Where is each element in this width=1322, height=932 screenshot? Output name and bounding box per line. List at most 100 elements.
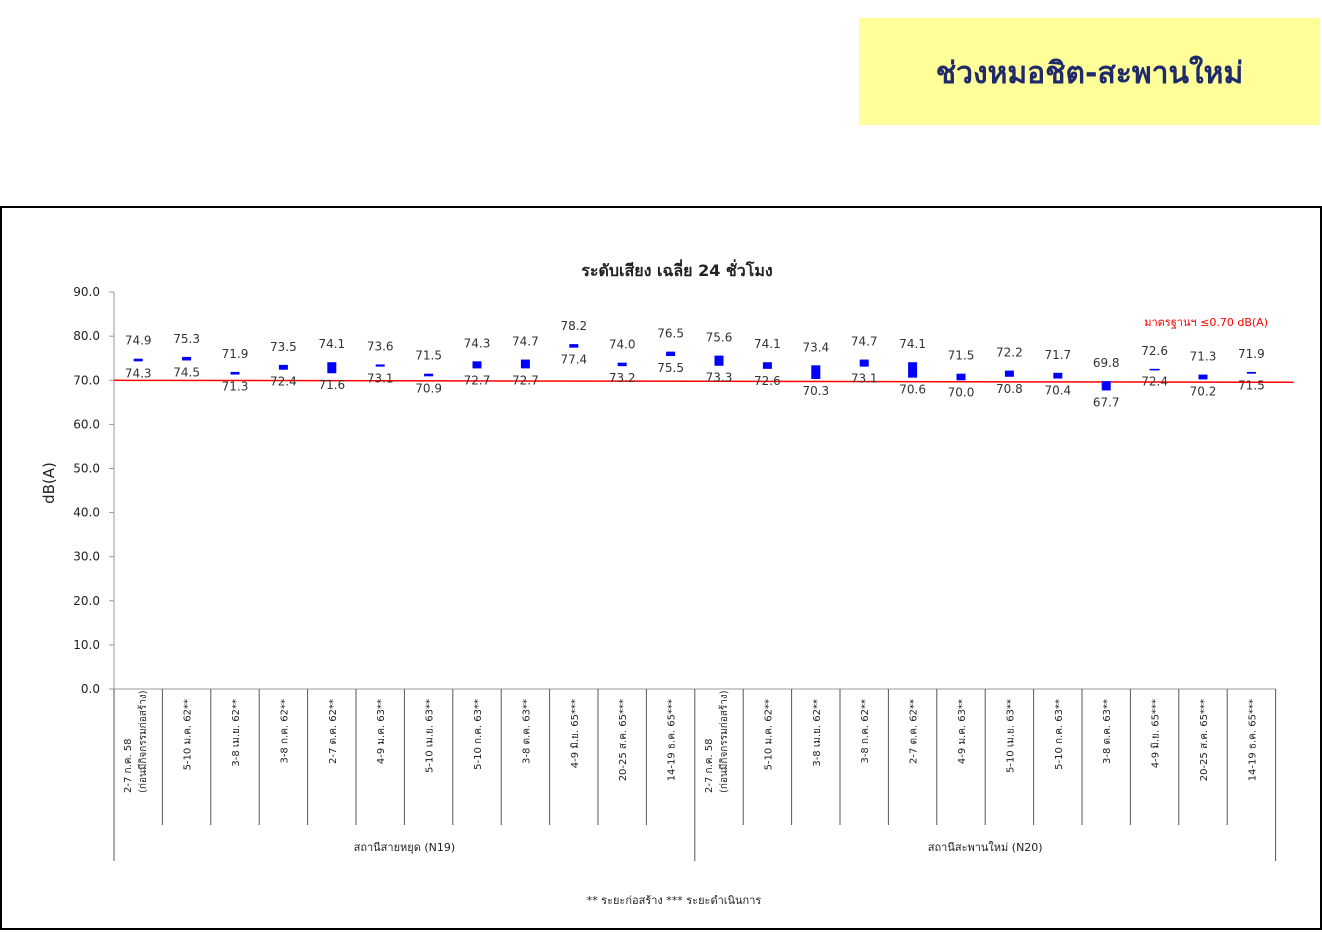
x-tick-label: 20-25 ส.ค. 65*** <box>1199 699 1210 781</box>
range-bar <box>1053 372 1063 379</box>
y-tick-label: 30.0 <box>73 550 100 564</box>
x-tick-label: 5-10 ก.ค. 63** <box>1054 699 1065 770</box>
x-tick-label: 3-8 เม.ย. 62** <box>231 699 242 767</box>
min-value-label: 77.4 <box>560 353 587 367</box>
max-value-label: 71.9 <box>1238 347 1265 361</box>
range-bar <box>908 362 918 378</box>
max-value-label: 71.5 <box>948 349 975 363</box>
x-tick-label: 2-7 ต.ค. 62** <box>328 699 339 764</box>
y-tick-label: 60.0 <box>73 417 100 431</box>
x-tick-label: 3-8 เม.ย. 62** <box>812 699 823 767</box>
range-bar <box>1246 371 1256 374</box>
max-value-label: 74.9 <box>125 334 152 348</box>
x-tick-label: 4-9 ม.ค. 63** <box>957 699 968 764</box>
min-value-label: 73.1 <box>851 372 878 386</box>
range-bar <box>327 362 337 374</box>
range-bar <box>520 359 530 369</box>
x-tick-label: 3-8 ต.ค. 63** <box>521 699 532 764</box>
x-tick-label: 3-8 ก.ค. 62** <box>860 699 871 764</box>
standard-label: มาตรฐานฯ ≤0.70 dB(A) <box>1144 316 1268 329</box>
range-bar <box>762 362 772 369</box>
x-tick-label: 5-10 ก.ค. 63** <box>473 699 484 770</box>
footnote: ** ระยะก่อสร้าง *** ระยะดำเนินการ <box>587 894 762 907</box>
x-tick-label: 5-10 เม.ย. 63** <box>425 699 436 773</box>
y-tick-label: 0.0 <box>81 682 100 696</box>
chart-title: ระดับเสียง เฉลี่ย 24 ชั่วโมง <box>581 259 772 280</box>
range-bar <box>859 359 869 367</box>
y-tick-label: 90.0 <box>73 285 100 299</box>
min-value-label: 73.3 <box>706 371 733 385</box>
plot-area: 0.0 10.0 20.0 30.0 40.0 50.0 60.0 70.0 80.0 90.0 2… <box>73 285 1294 861</box>
min-value-label: 74.3 <box>125 366 152 380</box>
y-tick-label: 50.0 <box>73 462 100 476</box>
max-value-label: 71.3 <box>1190 350 1217 364</box>
min-value-label: 73.2 <box>609 371 636 385</box>
x-tick-label: 4-9 มิ.ย. 65*** <box>1151 699 1162 768</box>
min-value-label: 71.3 <box>222 380 249 394</box>
min-value-label: 71.6 <box>318 378 345 392</box>
max-value-label: 69.8 <box>1093 356 1120 370</box>
range-bar <box>424 373 434 377</box>
min-value-label: 70.4 <box>1044 384 1071 398</box>
max-value-label: 73.5 <box>270 340 297 354</box>
max-value-label: 74.0 <box>609 338 636 352</box>
range-bar <box>375 364 385 367</box>
standard-line <box>113 379 1294 384</box>
x-tick-label-sub: (ก่อนมีกิจกรรมก่อสร้าง) <box>718 690 730 793</box>
range-bar <box>133 358 143 362</box>
chart-frame: ระดับเสียง เฉลี่ย 24 ชั่วโมง dB(A) มาตรฐ… <box>0 206 1322 930</box>
max-value-label: 74.1 <box>318 337 345 351</box>
x-tick-label: 5-10 ม.ค. 62** <box>183 699 194 770</box>
range-bar <box>278 364 288 370</box>
x-tick-label: 2-7 ต.ค. 62** <box>909 699 920 764</box>
max-value-label: 74.1 <box>754 337 781 351</box>
min-value-label: 67.7 <box>1093 395 1120 409</box>
max-value-label: 72.2 <box>996 346 1023 360</box>
max-value-label: 73.4 <box>802 340 829 354</box>
max-value-label: 74.7 <box>512 335 539 349</box>
noise-range-chart: ระดับเสียง เฉลี่ย 24 ชั่วโมง dB(A) มาตรฐ… <box>40 259 1294 907</box>
min-value-label: 72.6 <box>754 374 781 388</box>
x-tick-label: 2-7 ก.ค. 58 <box>123 738 134 793</box>
min-value-label: 70.8 <box>996 382 1023 396</box>
max-value-label: 74.7 <box>851 335 878 349</box>
min-value-label: 73.1 <box>367 372 394 386</box>
range-bar <box>472 361 482 369</box>
x-tick-label: 5-10 เม.ย. 63** <box>1005 699 1016 773</box>
range-bar <box>666 351 676 357</box>
x-tick-label: 14-19 ธ.ค. 65*** <box>1247 699 1258 781</box>
range-bar <box>1198 374 1208 380</box>
group-label: สถานีสายหยุด (N19) <box>354 841 456 854</box>
min-value-label: 71.5 <box>1238 379 1265 393</box>
max-value-label: 73.6 <box>367 339 394 353</box>
y-tick-label: 20.0 <box>73 594 100 608</box>
x-tick-label: 4-9 ม.ค. 63** <box>376 699 387 764</box>
min-value-label: 72.7 <box>512 373 539 387</box>
min-value-label: 72.7 <box>464 373 491 387</box>
min-value-label: 72.4 <box>270 375 297 389</box>
min-value-label: 70.2 <box>1190 384 1217 398</box>
x-tick-label: 4-9 มิ.ย. 65*** <box>570 699 581 768</box>
y-axis-label: dB(A) <box>40 462 58 504</box>
range-bar <box>714 355 724 366</box>
min-value-label: 70.6 <box>899 383 926 397</box>
max-value-label: 75.6 <box>706 331 733 345</box>
y-tick-label: 10.0 <box>73 638 100 652</box>
x-tick-label: 14-19 ธ.ค. 65*** <box>667 699 678 781</box>
header-box: ช่วงหมอชิต-สะพานใหม่ <box>859 18 1320 125</box>
x-tick-label-sub: (ก่อนมีกิจกรรมก่อสร้าง) <box>137 690 149 793</box>
min-value-label: 75.5 <box>657 361 684 375</box>
max-value-label: 71.9 <box>222 347 249 361</box>
max-value-label: 76.5 <box>657 327 684 341</box>
min-value-label: 74.5 <box>173 365 200 379</box>
max-value-label: 74.1 <box>899 337 926 351</box>
min-value-label: 72.4 <box>1141 375 1168 389</box>
y-tick-label: 40.0 <box>73 506 100 520</box>
x-tick-label: 2-7 ก.ค. 58 <box>704 738 715 793</box>
range-bar <box>569 344 579 348</box>
min-value-label: 70.0 <box>948 385 975 399</box>
min-value-label: 70.9 <box>415 381 442 395</box>
range-bar <box>230 371 240 375</box>
x-tick-label: 3-8 ก.ค. 62** <box>279 699 290 764</box>
max-value-label: 71.5 <box>415 349 442 363</box>
